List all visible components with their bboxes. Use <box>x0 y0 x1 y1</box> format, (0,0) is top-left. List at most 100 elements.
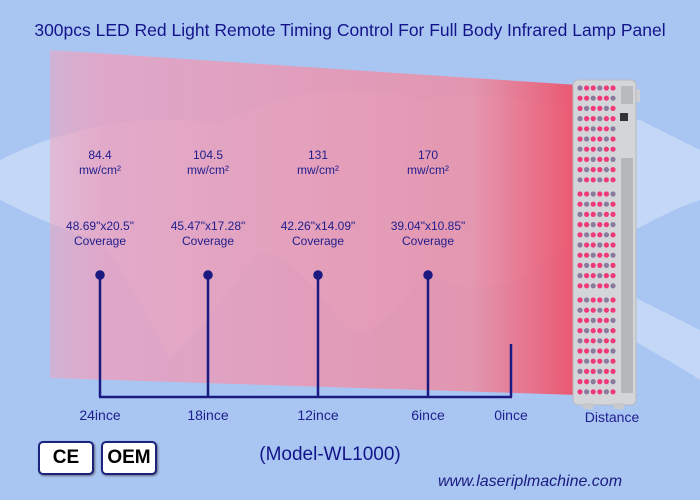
led-bulb <box>584 252 590 258</box>
led-bulb <box>610 116 616 122</box>
led-bulb <box>603 252 610 258</box>
led-bulb <box>590 338 596 344</box>
irradiance-value: 104.5 <box>192 148 224 162</box>
led-bulb <box>603 232 610 238</box>
led-bulb <box>597 136 603 142</box>
led-bulb <box>577 317 583 323</box>
led-bulb <box>597 191 603 197</box>
led-bulb <box>584 348 590 354</box>
led-bulb <box>603 167 610 173</box>
led-bulb <box>603 136 610 142</box>
distance-label: 18ince <box>187 407 229 423</box>
coverage-label: Coverage <box>291 234 345 248</box>
led-bulb <box>610 85 616 91</box>
distance-label: 24ince <box>79 407 121 423</box>
led-bulb <box>597 338 603 344</box>
led-bulb <box>590 307 596 313</box>
led-bulb <box>603 211 610 217</box>
led-bulb <box>597 262 603 268</box>
coverage-value: 42.26"x14.09" <box>280 219 356 233</box>
led-bulb <box>610 338 616 344</box>
led-bulb <box>603 317 610 323</box>
led-bulb <box>597 368 603 374</box>
led-bulb <box>597 116 603 122</box>
led-bulb <box>597 317 603 323</box>
led-bulb <box>590 211 596 217</box>
led-bulb <box>610 167 616 173</box>
led-bulb <box>603 262 610 268</box>
led-bulb <box>584 146 590 152</box>
led-bulb <box>597 95 603 101</box>
led-bulb <box>610 232 616 238</box>
led-bulb <box>584 177 590 183</box>
led-bulb <box>577 211 583 217</box>
distance-label: 6ince <box>411 407 445 423</box>
led-bulb <box>577 136 583 142</box>
led-bulb <box>603 146 610 152</box>
led-bulb <box>584 297 590 303</box>
led-bulb <box>597 146 603 152</box>
led-bulb <box>584 358 590 364</box>
led-bulb <box>597 252 603 258</box>
led-bulb <box>597 126 603 132</box>
led-bulb <box>590 273 596 279</box>
led-bulb <box>597 232 603 238</box>
led-bulb <box>577 297 583 303</box>
website-link[interactable]: www.laseriplmachine.com <box>437 473 623 490</box>
led-bulb <box>610 126 616 132</box>
led-bulb <box>597 328 603 334</box>
led-bulb <box>610 328 616 334</box>
led-bulb <box>603 201 610 207</box>
led-bulb <box>577 191 583 197</box>
led-bulb <box>577 126 583 132</box>
led-bulb <box>590 85 596 91</box>
led-bulb <box>577 222 583 228</box>
led-bulb <box>597 273 603 279</box>
led-bulb <box>577 105 583 111</box>
led-bulb <box>603 338 610 344</box>
led-bulb <box>584 328 590 334</box>
led-bulb <box>597 177 603 183</box>
led-bulb <box>603 283 610 289</box>
irradiance-unit: mw/cm² <box>79 163 121 177</box>
led-bulb <box>577 85 583 91</box>
irradiance-unit: mw/cm² <box>297 163 339 177</box>
led-bulb <box>610 273 616 279</box>
led-bulb <box>610 283 616 289</box>
led-bulb <box>590 146 596 152</box>
led-bulb <box>584 126 590 132</box>
led-bulb <box>584 232 590 238</box>
led-bulb <box>584 317 590 323</box>
irradiance-value: 170 <box>417 148 439 162</box>
led-bulb <box>603 389 610 395</box>
led-bulb <box>584 283 590 289</box>
led-bulb <box>577 201 583 207</box>
led-bulb <box>610 177 616 183</box>
led-bulb <box>590 252 596 258</box>
led-bulb <box>590 232 596 238</box>
led-bulb <box>590 358 596 364</box>
irradiance-unit: mw/cm² <box>407 163 449 177</box>
led-bulb <box>584 338 590 344</box>
led-bulb <box>584 85 590 91</box>
irradiance-value: 131 <box>307 148 329 162</box>
oem-text: OEM <box>107 447 151 468</box>
led-bulb <box>603 116 610 122</box>
led-bulb <box>590 379 596 385</box>
led-bulb <box>577 146 583 152</box>
led-bulb <box>603 358 610 364</box>
coverage-value: 39.04"x10.85" <box>390 219 466 233</box>
led-bulb <box>603 156 610 162</box>
coverage-value: 45.47"x17.28" <box>170 219 246 233</box>
led-bulb <box>597 222 603 228</box>
led-bulb <box>577 95 583 101</box>
light-beam <box>50 50 578 395</box>
ce-badge: CE <box>38 441 94 475</box>
led-bulb <box>577 389 583 395</box>
led-bulb <box>590 156 596 162</box>
led-bulb <box>577 167 583 173</box>
led-bulb <box>590 116 596 122</box>
led-bulb <box>584 191 590 197</box>
led-bulb <box>590 177 596 183</box>
